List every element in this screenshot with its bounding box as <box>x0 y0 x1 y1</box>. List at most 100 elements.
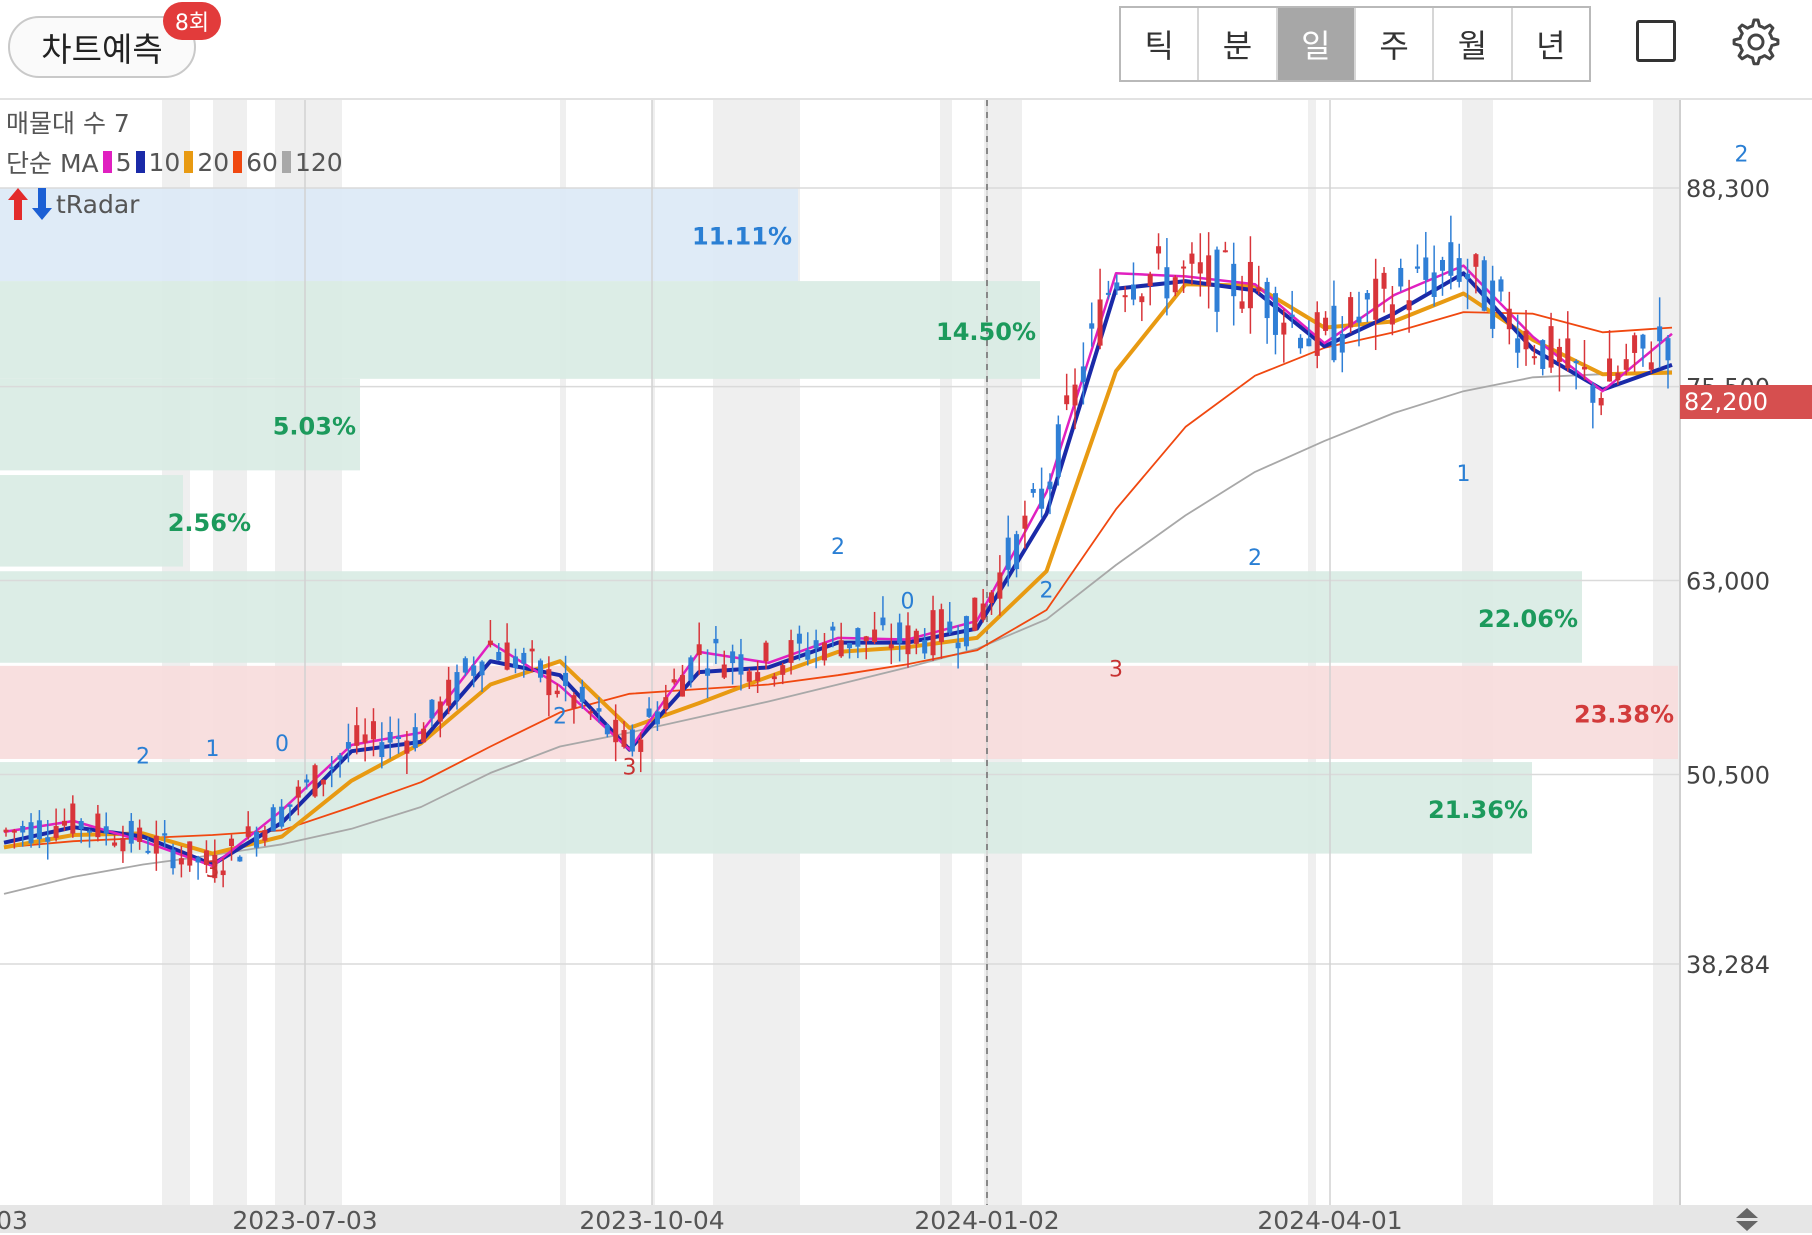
x-axis-label: 2024-04-01 <box>1257 1206 1403 1235</box>
candle-body <box>1239 301 1245 309</box>
candle-body <box>53 826 59 838</box>
candle-body <box>287 804 293 807</box>
tradar-marker: 1 <box>206 737 220 762</box>
tab-tick[interactable]: 틱 <box>1121 8 1200 80</box>
scroll-handle-icon[interactable] <box>1732 1206 1762 1232</box>
y-axis-tick-label: 50,500 <box>1686 761 1770 789</box>
candle-body <box>1181 266 1187 269</box>
tradar-marker: 3 <box>623 755 637 780</box>
tradar-legend: tRadar <box>6 186 139 222</box>
candle-body <box>1339 333 1345 353</box>
candle-body <box>1623 359 1629 370</box>
candle-body <box>462 658 468 673</box>
candle-body <box>821 642 827 661</box>
candle-body <box>1231 263 1237 297</box>
volume-profile-band <box>0 475 183 567</box>
candle-body <box>128 820 134 844</box>
candle-body <box>112 842 118 846</box>
gear-icon[interactable] <box>1726 14 1782 70</box>
x-axis-label: 2023-10-04 <box>579 1206 725 1235</box>
candle-body <box>546 669 552 696</box>
candle-body <box>1064 395 1070 405</box>
ma-line-120 <box>3 370 1673 895</box>
candle-body <box>87 830 93 833</box>
candle-body <box>195 857 201 863</box>
tradar-marker: 0 <box>275 732 289 757</box>
tradar-marker: 2 <box>1040 579 1054 604</box>
ma20-swatch <box>184 151 194 173</box>
candle-body <box>663 697 669 710</box>
candle-body <box>162 833 168 836</box>
candle-body <box>989 592 995 604</box>
candle-body <box>1607 358 1613 382</box>
candle-body <box>538 660 544 678</box>
candle-body <box>1531 356 1537 359</box>
candle-body <box>1214 249 1220 312</box>
candle-body <box>805 650 811 660</box>
volume-profile-percent: 5.03% <box>273 413 356 441</box>
candle-body <box>888 644 894 649</box>
candle-body <box>228 838 234 847</box>
candle-body <box>1548 326 1554 368</box>
candle-body <box>1156 246 1162 254</box>
tab-year[interactable]: 년 <box>1536 27 1566 65</box>
tradar-marker: 3 <box>206 858 220 883</box>
x-axis-bar[interactable] <box>0 1205 1812 1233</box>
tab-minute[interactable]: 분 <box>1199 8 1278 80</box>
candle-body <box>771 676 777 680</box>
candle-body <box>688 657 694 681</box>
tab-week[interactable]: 주 <box>1356 8 1435 80</box>
ma20-label: 20 <box>197 147 230 177</box>
top-toolbar: 차트예측 8회 틱 분 일 주 월 년 <box>0 0 1812 100</box>
volume-profile-percent: 11.11% <box>692 223 792 251</box>
candle-body <box>178 858 184 865</box>
candle-body <box>170 849 176 869</box>
price-chart[interactable]: 11.11% 14.50% 5.03% 2.56% 22.06% 23.38% 21.36%… <box>0 100 1812 1205</box>
candle-body <box>654 711 660 725</box>
candle-body <box>1323 317 1329 331</box>
candle-body <box>847 642 853 649</box>
candle-body <box>153 835 159 854</box>
volume-profile-percent: 22.06% <box>1478 605 1578 633</box>
volume-profile-percent: 14.50% <box>936 318 1036 346</box>
candle-body <box>304 779 310 783</box>
x-axis-label: 2024-01-02 <box>914 1206 1060 1235</box>
chart-canvas[interactable]: 11.11% 14.50% 5.03% 2.56% 22.06% 23.38% 21.36%… <box>0 100 1812 1205</box>
candle-body <box>746 671 752 682</box>
candle-body <box>1373 278 1379 320</box>
candle-body <box>880 617 886 626</box>
candle-body <box>1490 280 1496 329</box>
candle-body <box>354 725 360 746</box>
candle-body <box>28 822 34 844</box>
candle-body <box>621 730 627 747</box>
candle-body <box>1414 266 1420 269</box>
tab-day[interactable]: 일 <box>1277 8 1356 80</box>
candle-body <box>1389 304 1395 325</box>
fullscreen-square-icon[interactable] <box>1636 20 1676 62</box>
candle-body <box>1598 397 1604 406</box>
candle-body <box>579 686 585 702</box>
candle-body <box>437 701 443 722</box>
candle-body <box>972 597 978 631</box>
tradar-label: tRadar <box>56 189 140 219</box>
candle-body <box>471 665 477 676</box>
candle-body <box>1097 299 1103 346</box>
candle-body <box>504 642 510 670</box>
candle-body <box>596 708 602 712</box>
candle-body <box>1130 284 1136 300</box>
candle-body <box>320 779 326 785</box>
up-down-arrows-icon <box>8 188 52 220</box>
tab-month[interactable]: 월 <box>1434 8 1513 80</box>
candle-body <box>1247 261 1253 309</box>
candle-body <box>1272 293 1278 335</box>
candle-body <box>270 807 276 832</box>
candle-body <box>1465 273 1471 279</box>
candle-body <box>1565 338 1571 369</box>
candle-body <box>295 786 301 798</box>
candle-body <box>1080 366 1086 383</box>
candle-body <box>61 820 67 826</box>
candle-body <box>713 638 719 644</box>
candle-body <box>379 742 385 758</box>
volume-profile-percent: 23.38% <box>1574 700 1674 728</box>
candle-body <box>646 708 652 717</box>
